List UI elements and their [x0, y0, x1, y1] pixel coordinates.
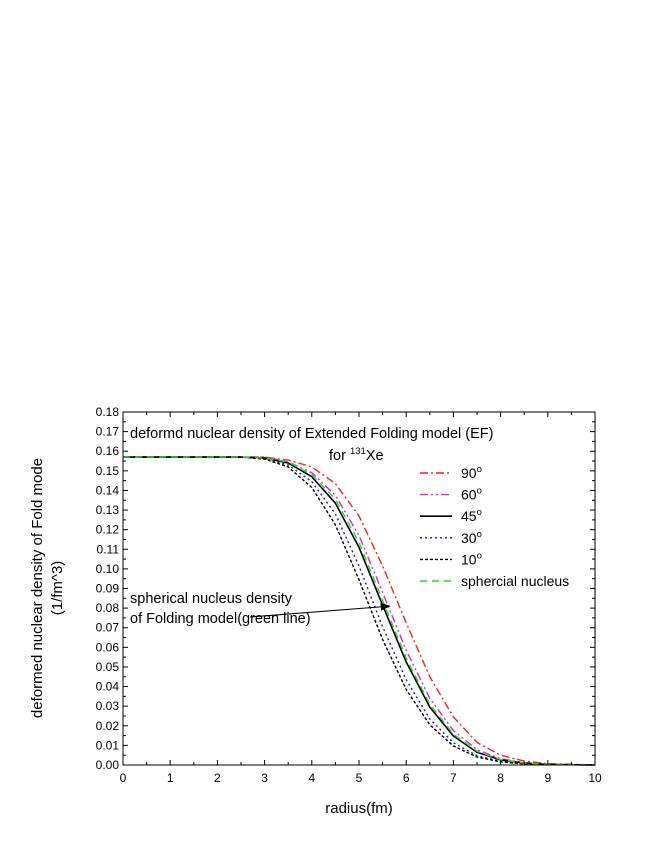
x-tick-label: 10: [588, 771, 602, 785]
chart-subtitle-prefix: for: [329, 448, 350, 464]
y-tick-label: 0.05: [96, 660, 120, 674]
y-tick-label: 0.06: [96, 640, 120, 654]
y-tick-label: 0.14: [96, 483, 120, 497]
legend-label-4: 10o: [461, 550, 482, 567]
legend-label-1: 60o: [461, 486, 482, 503]
y-axis-title-line-2: (1/fm^3): [49, 561, 66, 616]
chart-subtitle-suffix: Xe: [366, 448, 384, 464]
series-line-5: [123, 456, 596, 766]
y-tick-label: 0.01: [96, 738, 120, 752]
y-tick-label: 0.09: [96, 582, 120, 596]
y-tick-label: 0.11: [97, 542, 120, 556]
annotation-line-2: of Folding model(green line): [130, 611, 311, 627]
legend-label-5: sphercial nucleus: [461, 573, 569, 589]
ticks-layer: 0 1 2 3 4 5 6 7 8 9 10 0.00 0.01 0.02 0.03 0.04 0.05 0.06…: [96, 405, 602, 785]
y-tick-label: 0.17: [96, 425, 120, 439]
chart-subtitle: for 131Xe: [329, 446, 384, 464]
y-tick-label: 0.03: [96, 699, 120, 713]
y-tick-label: 0.00: [96, 758, 120, 772]
legend-label-3: 30o: [461, 529, 482, 546]
x-tick-label: 4: [308, 771, 315, 785]
x-tick-label: 2: [214, 771, 221, 785]
y-tick-label: 0.07: [96, 621, 120, 635]
annotation-arrow: [249, 602, 391, 618]
x-tick-label: 9: [544, 771, 551, 785]
annotation-line-1: spherical nucleus density: [130, 591, 293, 607]
y-tick-label: 0.10: [96, 562, 120, 576]
y-tick-label: 0.15: [96, 464, 120, 478]
y-tick-label: 0.04: [96, 680, 120, 694]
series-layer: [123, 456, 596, 766]
chart-subtitle-sup: 131: [350, 446, 366, 457]
chart-title: deformd nuclear density of Extended Fold…: [130, 426, 494, 442]
x-tick-label: 3: [261, 771, 268, 785]
x-tick-label: 1: [167, 771, 174, 785]
legend-label-0: 90o: [461, 464, 482, 481]
legend-label-2: 45o: [461, 507, 482, 524]
series-line-1: [123, 456, 596, 766]
y-tick-label: 0.13: [96, 503, 120, 517]
y-tick-label: 0.02: [96, 719, 120, 733]
x-axis-title: radius(fm): [325, 800, 393, 817]
x-tick-label: 0: [120, 771, 127, 785]
y-tick-label: 0.08: [96, 601, 120, 615]
y-tick-label: 0.16: [96, 444, 120, 458]
x-tick-label: 6: [403, 771, 410, 785]
x-tick-label: 7: [450, 771, 457, 785]
y-axis-title-line-1: deformed nuclear density of Fold mode: [29, 458, 46, 718]
y-tick-label: 0.18: [96, 405, 120, 419]
legend: 90o 60o 45o 30o 10o sphercial nucleus: [420, 464, 569, 589]
x-tick-label: 8: [497, 771, 504, 785]
y-tick-label: 0.12: [96, 523, 120, 537]
x-tick-label: 5: [356, 771, 363, 785]
